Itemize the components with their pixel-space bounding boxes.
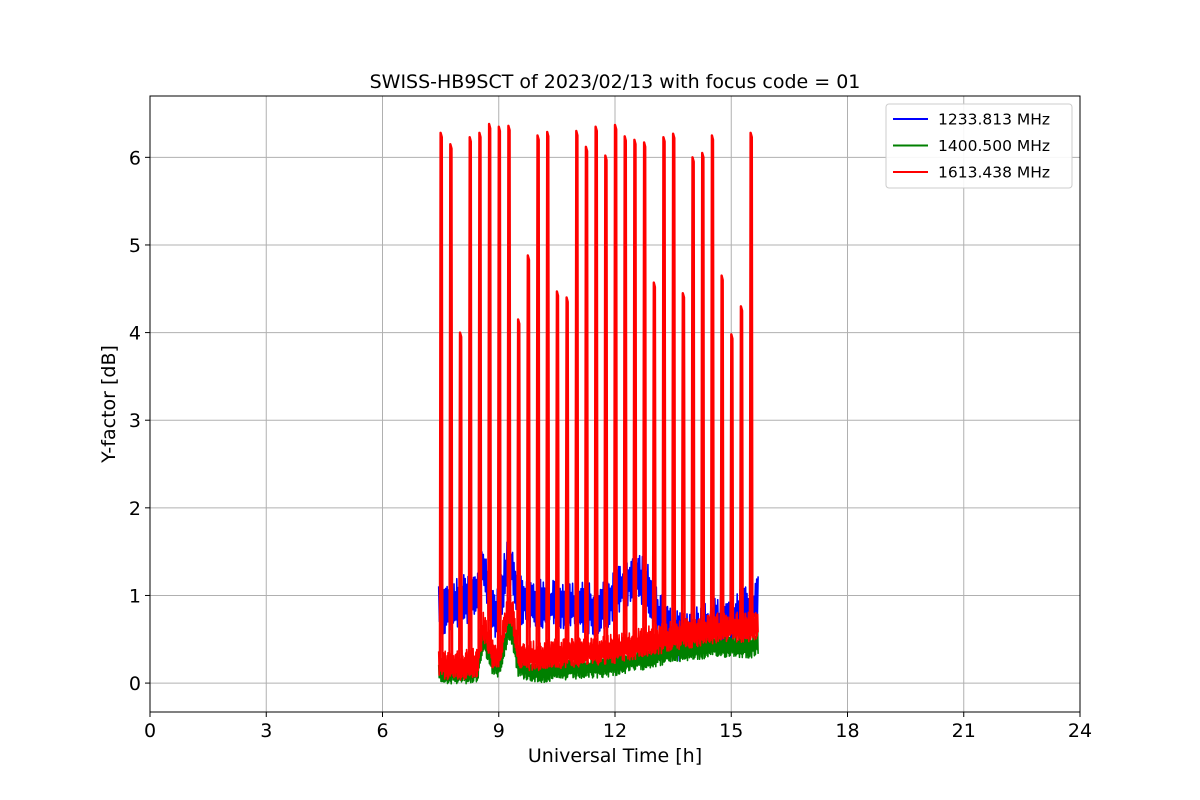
calibration-spike [748,131,754,629]
calibration-spike [690,156,696,635]
x-tick-label: 21 [952,720,976,742]
calibration-spike [458,331,463,668]
calibration-spike [506,124,512,609]
calibration-spike [661,136,667,640]
legend-label: 1233.813 MHz [938,111,1050,129]
y-tick-label: 5 [129,235,141,257]
x-axis-ticks: 0 3 6 9 12 15 18 21 24 [144,712,1092,742]
calibration-spike [584,145,589,653]
series-layer [437,122,759,685]
y-tick-label: 4 [129,323,141,345]
legend-label: 1400.500 MHz [938,137,1050,155]
calibration-spike [525,254,531,657]
calibration-spike [642,141,647,645]
calibration-spike [564,296,570,655]
legend: 1233.813 MHz 1400.500 MHz 1613.438 MHz [885,103,1073,189]
x-tick-label: 15 [719,720,743,742]
x-tick-label: 24 [1068,720,1092,742]
x-tick-label: 18 [835,720,859,742]
y-axis-label: Y-factor [dB] [98,345,120,464]
x-tick-label: 9 [493,720,505,742]
calibration-spike [554,290,560,656]
calibration-spike [613,123,618,650]
calibration-spike [739,305,744,629]
x-tick-label: 6 [376,720,388,742]
y-tick-label: 6 [129,147,141,169]
x-tick-label: 12 [603,720,627,742]
calibration-spike [719,274,725,630]
y-tick-label: 2 [129,498,141,520]
calibration-spike [448,143,454,667]
calibration-spike [680,292,686,636]
y-tick-label: 1 [129,585,141,607]
calibration-spike [535,134,541,657]
calibration-spike [603,154,609,651]
y-tick-label: 0 [129,673,141,695]
calibration-spike [622,135,628,649]
x-axis-label: Universal Time [h] [528,745,702,767]
legend-label: 1613.438 MHz [938,164,1050,182]
x-tick-label: 0 [144,720,156,742]
calibration-spike [709,134,715,631]
calibration-spike [487,122,492,645]
y-tick-label: 3 [129,410,141,432]
calibration-spike [700,151,706,633]
calibration-spike [632,138,638,647]
calibration-spike [574,129,580,654]
calibration-spike [438,131,444,666]
calibration-spike [496,125,502,659]
calibration-spike [467,136,473,666]
calibration-spike [516,318,522,657]
legend-box [885,103,1073,189]
calibration-spike [593,125,599,652]
chart-title: SWISS-HB9SCT of 2023/02/13 with focus co… [370,71,861,93]
calibration-spike [545,130,551,656]
y-axis-ticks: 0 1 2 3 4 5 6 [129,147,150,695]
calibration-spike [671,132,677,638]
calibration-spike [477,131,483,652]
calibration-spike [651,281,657,642]
x-tick-label: 3 [260,720,272,742]
calibration-spike [729,333,735,629]
